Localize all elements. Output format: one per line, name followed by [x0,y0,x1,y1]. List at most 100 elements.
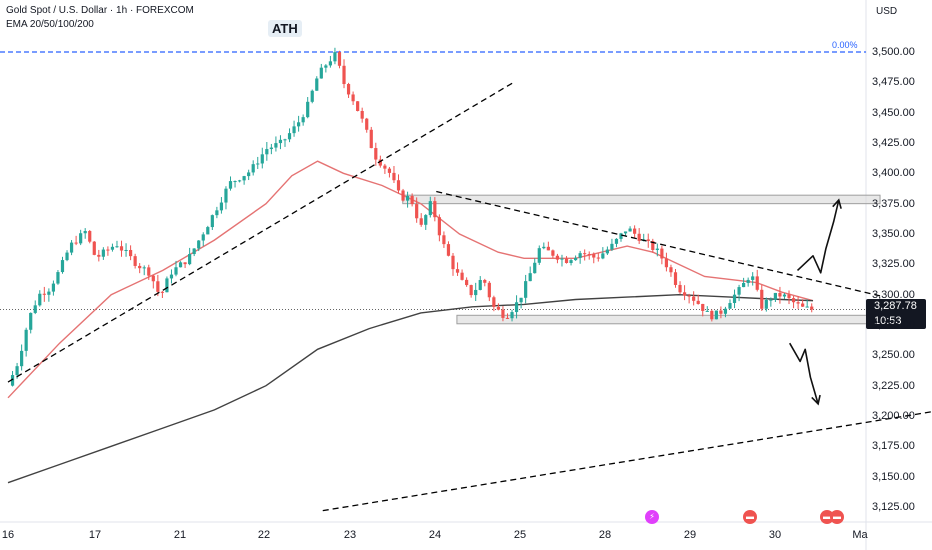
candle-body[interactable] [460,272,464,280]
candle-body[interactable] [383,165,387,169]
candle-body[interactable] [710,310,714,320]
candle-body[interactable] [15,366,19,376]
candle-body[interactable] [142,267,146,269]
candle-body[interactable] [147,267,151,276]
candle-body[interactable] [773,292,777,300]
candle-body[interactable] [138,265,142,269]
candle-body[interactable] [342,65,346,85]
candle-body[interactable] [356,101,360,111]
candle-body[interactable] [88,231,92,242]
candle-body[interactable] [269,147,273,150]
candle-body[interactable] [410,195,414,205]
candle-body[interactable] [651,241,655,250]
candle-body[interactable] [174,267,178,275]
sr-zone[interactable] [456,314,881,325]
candle-body[interactable] [160,291,164,293]
candle-body[interactable] [133,256,137,266]
candle-body[interactable] [455,269,460,273]
candle-body[interactable] [537,248,541,263]
candle-body[interactable] [533,262,537,274]
candle-body[interactable] [723,308,728,314]
candle-body[interactable] [56,272,60,284]
indicator-label[interactable]: EMA 20/50/100/200 [6,19,94,30]
candle-body[interactable] [560,258,564,260]
candle-body[interactable] [501,309,505,318]
candle-body[interactable] [546,246,550,251]
candle-body[interactable] [301,117,305,123]
candle-body[interactable] [328,61,332,66]
candle-body[interactable] [315,78,319,91]
candle-body[interactable] [228,181,233,189]
candle-body[interactable] [496,306,501,310]
candle-body[interactable] [151,275,155,282]
candle-body[interactable] [446,244,451,256]
candle-body[interactable] [192,248,196,255]
candle-body[interactable] [805,306,809,308]
candle-body[interactable] [201,234,205,241]
candle-body[interactable] [405,195,410,201]
candle-body[interactable] [574,257,578,261]
candle-body[interactable] [110,246,115,250]
candle-body[interactable] [655,248,659,250]
candle-body[interactable] [42,293,46,295]
candle-body[interactable] [555,255,560,260]
candle-body[interactable] [778,292,782,297]
currency-label[interactable]: USD [876,6,898,17]
candle-body[interactable] [564,258,569,264]
candle-body[interactable] [551,250,555,256]
candle-body[interactable] [419,218,423,225]
candle-body[interactable] [401,190,405,201]
candle-body[interactable] [433,201,437,218]
candle-body[interactable] [705,310,709,312]
candle-body[interactable] [483,280,487,283]
candle-body[interactable] [633,228,637,234]
candle-body[interactable] [542,246,546,249]
candle-body[interactable] [782,294,787,297]
candle-body[interactable] [260,154,264,164]
candle-body[interactable] [646,239,650,242]
candle-body[interactable] [351,94,355,102]
candle-body[interactable] [664,258,669,268]
candle-body[interactable] [791,298,796,303]
candle-body[interactable] [719,310,723,314]
candle-body[interactable] [169,274,174,279]
candle-body[interactable] [746,279,750,283]
candle-body[interactable] [787,294,791,299]
candle-body[interactable] [696,300,700,304]
candle-body[interactable] [578,253,582,258]
candle-body[interactable] [474,289,478,296]
candle-body[interactable] [487,282,491,298]
candle-body[interactable] [465,279,469,286]
candle-body[interactable] [197,240,201,249]
candle-body[interactable] [623,231,628,234]
candle-body[interactable] [106,249,110,251]
candle-body[interactable] [415,204,419,219]
candle-body[interactable] [660,248,664,259]
candle-body[interactable] [605,249,609,254]
candle-body[interactable] [424,215,428,225]
trendline[interactable] [7,81,515,383]
candle-body[interactable] [519,297,523,303]
candle-body[interactable] [256,163,260,165]
candle-body[interactable] [251,164,255,173]
lightning-event-icon[interactable]: ⚡ [645,510,659,524]
candle-body[interactable] [614,238,619,244]
candle-body[interactable] [206,227,210,235]
candle-body[interactable] [524,281,528,298]
candle-body[interactable] [769,299,773,301]
candle-body[interactable] [92,241,96,255]
candle-body[interactable] [156,281,160,292]
symbol-title[interactable]: Gold Spot / U.S. Dollar · 1h · FOREXCOM [6,5,194,16]
candle-body[interactable] [760,289,764,309]
candle-body[interactable] [24,329,28,351]
candle-body[interactable] [764,299,768,309]
candle-body[interactable] [20,350,24,367]
candle-body[interactable] [637,233,641,241]
candle-body[interactable] [306,101,310,118]
trendline[interactable] [436,190,881,297]
candle-body[interactable] [737,287,741,295]
candle-body[interactable] [492,297,496,307]
candle-body[interactable] [796,302,800,304]
candle-body[interactable] [165,278,169,293]
